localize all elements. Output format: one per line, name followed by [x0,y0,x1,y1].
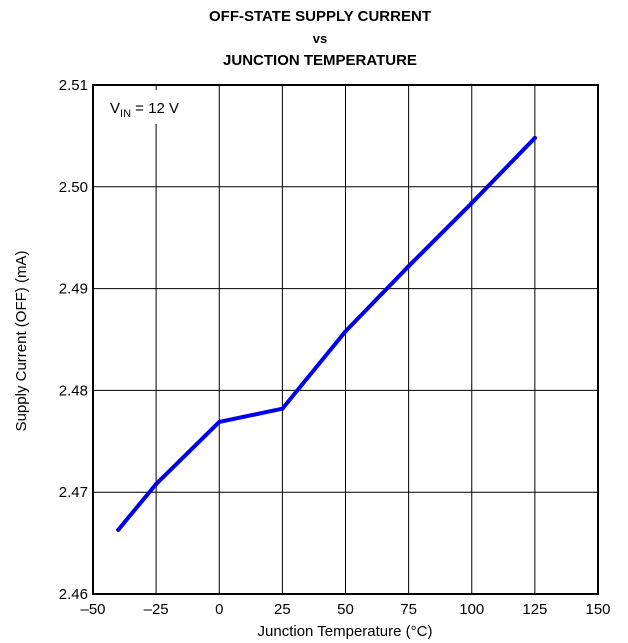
data-point [116,527,121,532]
grid [93,85,598,594]
annotation-rest: = 12 V [131,100,179,117]
data-point [343,329,348,334]
data-point [469,201,474,206]
annotation-background [101,90,209,124]
x-tick-label: 150 [585,601,610,618]
x-tick-label: 100 [459,601,484,618]
tick-labels: –50 –25 0 25 50 75 100 125 150 2.46 2.47 2.48 2.49 2.… [59,77,611,618]
y-tick-label: 2.47 [59,484,88,501]
title-line-2: vs [313,31,327,46]
chart-title: OFF-STATE SUPPLY CURRENT vs JUNCTION TEM… [209,8,431,69]
y-axis-label: Supply Current (OFF) (mA) [13,251,30,432]
data-point [280,406,285,411]
annotation-base: V [110,100,120,117]
x-axis-label: Junction Temperature (°C) [258,623,433,640]
x-tick-label: –50 [80,601,105,618]
annotation-text: VIN = 12 V [110,100,179,120]
data-point [532,135,537,140]
x-tick-label: 75 [400,601,417,618]
vin-annotation: VIN = 12 V [101,90,209,124]
y-tick-label: 2.48 [59,382,88,399]
data-points [116,135,537,532]
title-line-1: OFF-STATE SUPPLY CURRENT [209,8,431,25]
annotation-subscript: IN [120,108,131,120]
x-tick-label: 125 [522,601,547,618]
data-point [154,482,159,487]
data-point [406,264,411,269]
plot-frame [92,84,599,595]
title-line-3: JUNCTION TEMPERATURE [223,52,417,69]
y-tick-label: 2.49 [59,281,88,298]
data-point [217,419,222,424]
x-tick-label: 25 [274,601,291,618]
y-tick-label: 2.50 [59,179,88,196]
y-tick-label: 2.51 [59,77,88,94]
y-tick-label: 2.46 [59,586,88,603]
x-tick-label: 50 [337,601,354,618]
x-tick-label: –25 [144,601,169,618]
series-line [116,135,537,532]
x-tick-label: 0 [215,601,223,618]
